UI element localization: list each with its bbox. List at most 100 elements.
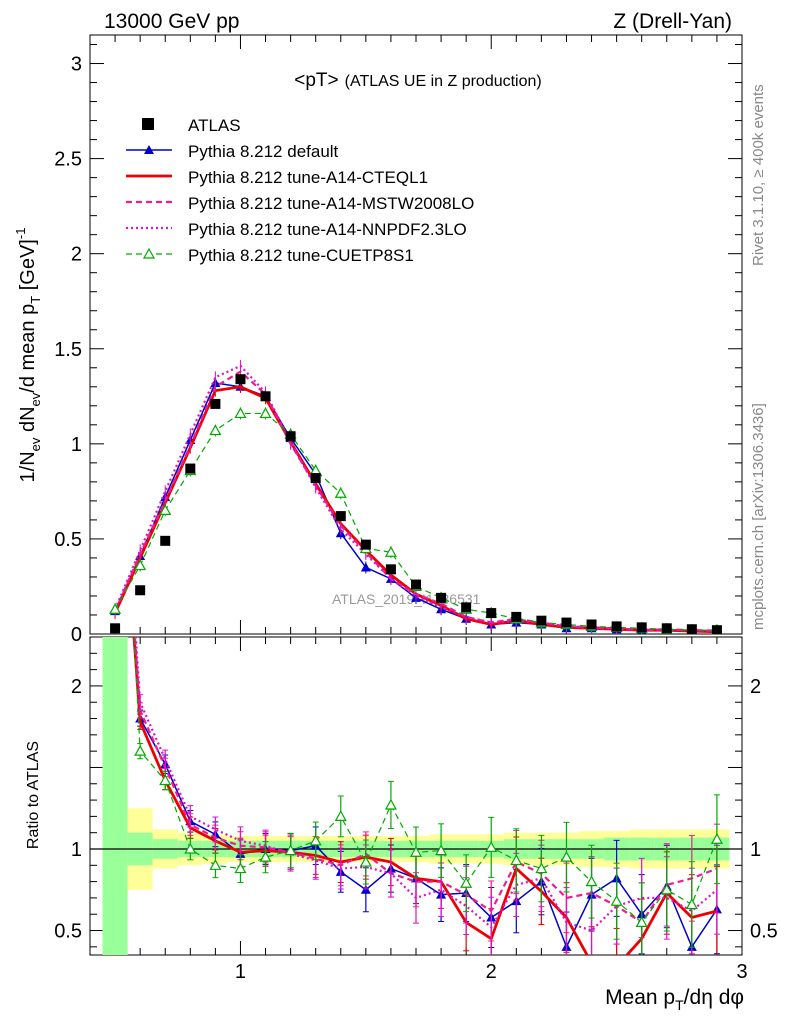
data-point [284,844,297,856]
ratio-y-tick-label: 1 [750,839,761,861]
y-tick-label: 1.5 [54,339,82,361]
atlas-data-point [110,623,121,634]
atlas-data-point [711,625,722,634]
legend-label: Pythia 8.212 tune-CUETP8S1 [188,246,414,265]
x-tick-label: 1 [235,961,246,983]
data-point [184,842,197,854]
atlas-data-point [486,608,497,619]
y-axis-label: 1/Nev dNev/d mean pT [GeV]-1 [13,228,43,483]
data-point [334,487,347,498]
legend-label: Pythia 8.212 tune-A14-MSTW2008LO [188,194,474,213]
data-point [610,894,623,906]
data-point [710,832,723,844]
y-tick-label: 3 [71,54,82,76]
ratio-y-tick-label: 1 [71,839,82,861]
x-tick-label: 3 [736,961,747,983]
atlas-data-point [661,623,672,634]
data-point [110,273,120,282]
data-point [485,841,498,852]
ratio-y-tick-label: 0.5 [54,921,82,943]
ratio-panel: 1 2 30.5 0.51 12 2 [54,273,778,983]
data-point [134,559,147,571]
watermark: ATLAS_2019_I1736531 [332,591,481,607]
legend-marker [142,118,154,130]
atlas-data-point [586,619,597,630]
data-point [409,846,423,857]
data-point [334,810,347,821]
atlas-data-point [461,602,472,613]
main-series [109,359,723,634]
legend-label: ATLAS [188,116,241,135]
atlas-data-point [411,579,421,590]
legend: ATLAS Pythia 8.212 default Pythia 8.212 tu… [126,116,474,265]
atlas-data-point [135,585,146,596]
ratio-y-tick-label: 0.5 [750,921,778,943]
atlas-data-point [561,617,572,628]
mcplots-label: mcplots.cern.ch [arXiv:1306.3436] [750,403,767,630]
data-point [384,798,397,810]
legend-label: Pythia 8.212 tune-A14-NNPDF2.3LO [188,220,467,239]
y-tick-label: 1 [71,434,82,456]
atlas-data-point [260,391,271,402]
y-tick-label: 0.5 [54,529,82,551]
data-point [259,850,272,862]
data-point [109,603,122,614]
data-point [360,562,371,572]
atlas-data-point [536,615,547,626]
atlas-data-point [385,564,396,575]
data-point [685,898,698,910]
header-right: Z (Drell-Yan) [613,10,732,33]
atlas-data-point [511,611,522,622]
chart-title: <pT> (ATLAS UE in Z production) [294,70,541,91]
data-point [144,145,154,154]
atlas-data-point [210,398,221,409]
ratio-y-tick-label: 2 [750,676,761,698]
data-point [384,545,397,557]
data-point [560,850,573,862]
data-point [309,834,322,846]
legend-label: Pythia 8.212 tune-A14-CTEQL1 [188,168,428,187]
data-point [159,504,172,515]
atlas-data-point [335,511,346,522]
y-tick-label: 2 [71,244,82,266]
data-point [535,862,548,874]
x-tick-label: 2 [486,961,497,983]
atlas-data-point [160,535,171,546]
data-point [159,774,172,786]
data-point [635,916,648,927]
data-point [585,875,598,887]
atlas-data-point [636,622,647,633]
ratio-band-inner [102,637,128,955]
data-point [510,854,523,866]
atlas-data-point [436,592,447,603]
y-tick-label: 0 [71,624,82,646]
rivet-label: Rivet 3.1.10, ≥ 400k events [750,84,767,266]
data-point [209,859,222,870]
data-point [460,877,473,888]
atlas-data-point [686,624,697,634]
atlas-data-point [185,463,196,474]
data-point [359,855,372,867]
header-left: 13000 GeV pp [104,10,239,33]
ratio-y-tick-label: 2 [71,676,82,698]
ratio-series [110,273,723,955]
data-point [134,744,147,756]
x-axis-label: Mean pT/dη dφ [605,986,744,1013]
y-tick-label: 2.5 [54,149,82,171]
main-panel: 0 0.5 1 1.5 2 2.5 3 ATLAS_2019_I1736531 [54,34,743,646]
data-point [142,247,156,259]
data-point [234,407,247,419]
data-point [209,424,222,436]
data-point [234,862,247,874]
atlas-data-point [285,431,296,442]
atlas-data-point [360,539,371,550]
atlas-data-point [611,621,622,632]
data-point [435,844,448,856]
ratio-y-axis-label: Ratio to ATLAS [25,741,42,849]
data-point [660,883,673,895]
legend-label: Pythia 8.212 default [188,142,339,161]
atlas-data-point [235,374,246,385]
atlas-data-point [310,473,321,484]
data-point [110,355,120,364]
